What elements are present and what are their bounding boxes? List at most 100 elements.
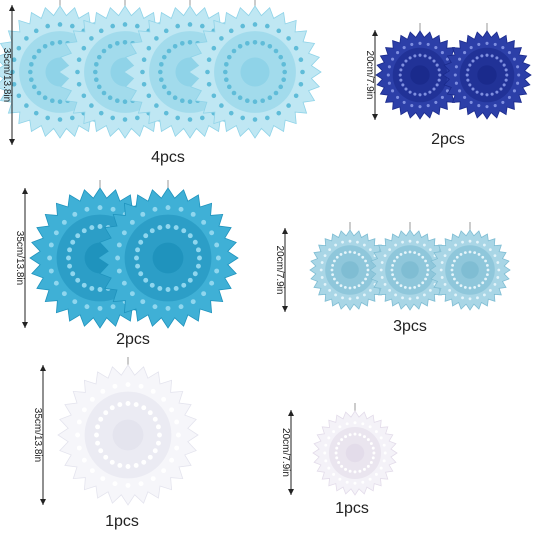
fan-hole [53, 280, 59, 286]
fan-hole [69, 115, 75, 121]
fan-hole [432, 59, 436, 63]
fan-set [0, 0, 322, 139]
fan-hole [383, 283, 387, 286]
fan-hole [100, 476, 106, 482]
fan-hole [333, 277, 336, 281]
fan-hole [16, 45, 22, 51]
fan-hole [67, 247, 73, 253]
fan-hole [408, 56, 412, 60]
fan-hole [403, 251, 407, 255]
fan-hole [81, 407, 87, 413]
fan-hole [394, 243, 397, 247]
fan-hole [201, 219, 207, 225]
fan-hole [125, 401, 131, 406]
fan-hole [332, 472, 336, 476]
fan-hole [512, 57, 516, 61]
fan-hole [341, 240, 344, 244]
fan-hole [96, 54, 102, 60]
fan-hole [413, 54, 417, 58]
fan-hole [57, 117, 63, 122]
fan-hole [252, 22, 258, 27]
fan-hole [165, 205, 171, 211]
count-label: 3pcs [393, 318, 427, 335]
fan-hole [197, 255, 202, 261]
fan-set [375, 23, 532, 120]
fan-hole [276, 110, 282, 116]
fan-hole [387, 65, 391, 69]
fan-hole [298, 57, 304, 63]
fan-hole [75, 432, 81, 438]
fan-hole [413, 285, 417, 289]
fan-hole [331, 273, 335, 277]
fan-hole [423, 54, 427, 58]
fan-hole [453, 277, 456, 281]
fan-hole [187, 99, 193, 105]
fan-hole [24, 103, 29, 108]
fan-hole [454, 65, 458, 69]
count-label: 2pcs [116, 331, 150, 348]
fan-hole [192, 271, 198, 277]
fan-hole [416, 296, 419, 300]
fan-hole [357, 253, 361, 256]
fan-hole [490, 54, 494, 58]
fan-hole [163, 110, 169, 116]
fan-hole [149, 228, 155, 234]
fan-hole [157, 285, 163, 291]
fan-hole [402, 100, 406, 104]
fan-hole [485, 93, 489, 97]
fan-hole [323, 451, 327, 455]
fan-hole [214, 268, 220, 274]
fan-hole [81, 45, 87, 51]
ruler-arrow [282, 228, 288, 234]
fan-hole [396, 95, 400, 99]
fan-hole [110, 304, 116, 310]
fan-hole [206, 57, 212, 63]
fan-hole [155, 440, 161, 446]
fan-hole [454, 293, 457, 297]
fan-hole [209, 230, 215, 236]
fan-hole [358, 469, 362, 473]
fan-hole [451, 263, 455, 267]
fan-hole [437, 78, 441, 82]
fan-hole [141, 57, 147, 63]
fan-hole [125, 382, 131, 388]
fan-hole [458, 57, 462, 61]
fan-hole [408, 239, 412, 243]
fan-hole [495, 56, 499, 60]
fan-hole [36, 48, 42, 54]
fan-hole [391, 263, 395, 267]
fan-hole [282, 69, 288, 75]
fan-hole [399, 253, 403, 256]
fan-set [309, 222, 511, 311]
fan-hole [348, 469, 352, 473]
fan-hole [237, 43, 243, 49]
fan-hole [76, 419, 82, 425]
fan-hole [379, 268, 383, 272]
fan-hole [150, 388, 156, 394]
fan-hole [455, 255, 459, 259]
fan-hole [454, 243, 457, 247]
fan-hole [95, 424, 101, 430]
fan-hole [368, 288, 372, 292]
fan-hole [320, 276, 324, 279]
fan-hole [488, 248, 492, 252]
fan-hole [481, 255, 485, 259]
fan-hole [61, 291, 67, 297]
fan-hole [363, 293, 366, 297]
size-label: 35cm/13.8in [32, 408, 43, 462]
fan-hole [76, 57, 82, 63]
fan-hole [334, 293, 337, 297]
fan-hole [81, 93, 87, 99]
fan-hole [497, 268, 501, 272]
fan-hole [97, 287, 103, 292]
fan-hole [451, 273, 455, 277]
fan-hole [267, 95, 273, 101]
fan-hole [324, 443, 328, 447]
ruler-arrow [9, 139, 15, 145]
fan-hole [388, 288, 392, 292]
fan-hole [110, 206, 116, 212]
fan-hole [440, 261, 444, 264]
fan-hole [169, 407, 175, 413]
fan-hole [418, 53, 422, 57]
ruler-arrow [22, 188, 28, 194]
